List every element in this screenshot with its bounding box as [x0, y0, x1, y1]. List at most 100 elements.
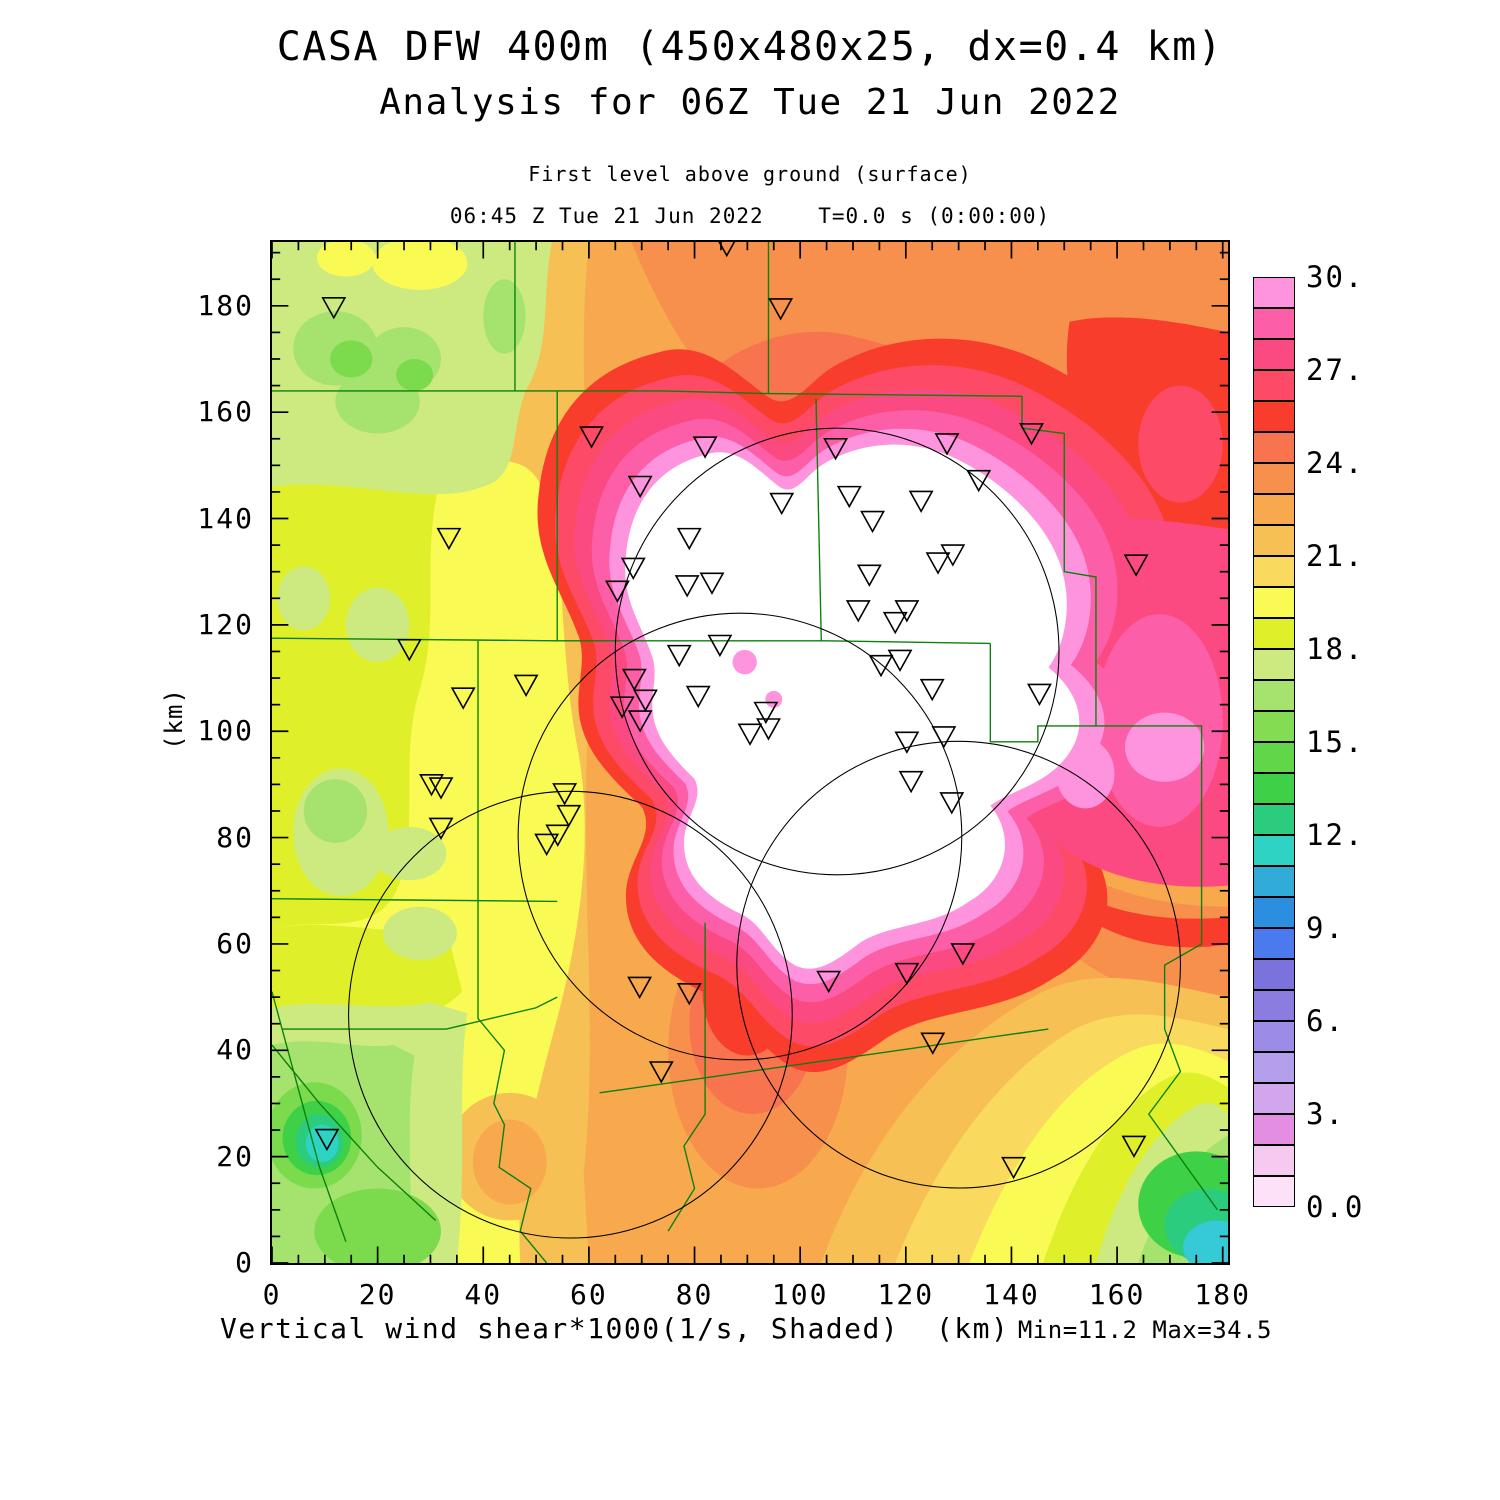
figure-subtitle: Analysis for 06Z Tue 21 Jun 2022 [379, 82, 1121, 123]
contour-bands [272, 242, 1228, 1263]
radar-range-circle [348, 790, 793, 1239]
colorbar-tick-label: 0.0 [1306, 1190, 1365, 1224]
y-tick-label: 0 [235, 1246, 254, 1279]
station-marker-icon [604, 580, 630, 603]
x-tick-label: 60 [570, 1278, 608, 1311]
y-tick-label: 60 [216, 926, 254, 960]
colorbar-segment [1253, 463, 1295, 494]
colorbar-segment [1253, 1021, 1295, 1052]
county-line [282, 996, 558, 1030]
station-marker-icon [1123, 554, 1149, 577]
colorbar-segment [1253, 308, 1295, 339]
y-tick-label: 40 [216, 1033, 254, 1067]
station-marker-icon [707, 634, 733, 658]
county-line [599, 1028, 1049, 1094]
station-marker-icon [920, 1032, 946, 1055]
county-line [667, 922, 706, 1232]
station-marker-icon [692, 436, 718, 459]
radar-range-circle [517, 612, 963, 1061]
station-marker-icon [513, 674, 539, 697]
station-marker-icon [769, 492, 795, 516]
station-marker-icon [718, 242, 736, 258]
colorbar-tick-label: 18. [1306, 632, 1365, 666]
station-marker-icon [887, 649, 913, 672]
colorbar-tick-label: 12. [1306, 818, 1365, 852]
station-marker-icon [396, 638, 422, 662]
colorbar-segment [1253, 835, 1295, 866]
x-tick-label: 100 [771, 1278, 829, 1311]
station-marker-icon [632, 689, 658, 712]
station-marker-icon [674, 575, 700, 598]
time-label: 06:45 Z Tue 21 Jun 2022 T=0.0 s (0:00:00… [449, 204, 1051, 228]
colorbar-segment [1253, 711, 1295, 742]
station-marker-icon [627, 710, 653, 733]
station-marker-icon [898, 770, 924, 794]
figure-title: CASA DFW 400m (450x480x25, dx=0.4 km) [276, 24, 1224, 70]
station-marker-icon [1019, 423, 1044, 446]
station-marker-icon [609, 696, 635, 719]
station-marker-icon [419, 774, 444, 797]
station-marker-icon [1026, 683, 1052, 707]
station-marker-icon [756, 718, 781, 741]
colorbar-segment [1253, 1176, 1295, 1207]
station-marker-icon [925, 552, 951, 575]
station-marker-icon [816, 970, 842, 994]
county-line [1021, 396, 1097, 726]
colorbar-segment [1253, 525, 1295, 556]
station-marker-icon [627, 475, 653, 499]
colorbar-segment [1253, 339, 1295, 370]
colorbar-segment [1253, 1114, 1295, 1145]
station-marker-icon [950, 943, 976, 966]
colorbar-segment [1253, 897, 1295, 928]
station-marker-icon [314, 1128, 340, 1152]
station-marker-icon [666, 644, 692, 668]
station-marker-icon [1121, 1135, 1147, 1159]
y-tick-label: 20 [216, 1139, 254, 1173]
field-caption: Vertical wind shear*1000(1/s, Shaded) (k… [220, 1312, 1010, 1345]
station-marker-icon [620, 557, 646, 580]
colorbar-segment [1253, 1052, 1295, 1083]
station-marker-icon [934, 433, 960, 456]
level-label: First level above ground (surface) [528, 162, 972, 186]
x-tick-label: 40 [464, 1278, 503, 1311]
station-marker-icon [894, 731, 920, 754]
axis-ticks [272, 242, 1228, 1263]
station-marker-icon [699, 572, 725, 595]
x-tick-label: 0 [262, 1278, 282, 1311]
station-marker-icon [919, 678, 945, 702]
contour-field-svg [272, 242, 1228, 1263]
station-marker-icon [823, 437, 849, 461]
colorbar [1253, 277, 1295, 1207]
station-marker-icon [428, 777, 454, 800]
county-line [989, 643, 1218, 1211]
x-tick-label: 20 [358, 1278, 397, 1311]
station-marker-icon [931, 726, 957, 749]
colorbar-tick-label: 3. [1306, 1097, 1345, 1131]
station-marker-icon [450, 687, 476, 710]
colorbar-segment [1253, 277, 1295, 308]
colorbar-segment [1253, 866, 1295, 897]
colorbar-segment [1253, 401, 1295, 432]
colorbar-tick-label: 9. [1306, 911, 1345, 945]
station-marker-icon [534, 833, 560, 856]
y-tick-label: 120 [197, 607, 254, 641]
station-marker-icon [894, 600, 920, 623]
station-marker-icon [908, 490, 934, 513]
station-marker-icon [966, 469, 992, 493]
station-marker-icon [1001, 1156, 1027, 1180]
y-tick-label: 100 [197, 714, 254, 748]
colorbar-tick-label: 6. [1306, 1004, 1345, 1038]
station-marker-icon [621, 668, 647, 692]
station-marker-icon [627, 976, 653, 1000]
colorbar-segment [1253, 680, 1295, 711]
colorbar-segment [1253, 432, 1295, 463]
colorbar-segment [1253, 742, 1295, 773]
colorbar-segment [1253, 990, 1295, 1021]
station-marker-icon [753, 701, 779, 725]
station-marker-icon [579, 426, 604, 449]
county-line [477, 640, 548, 1263]
x-tick-label: 160 [1088, 1278, 1146, 1311]
y-tick-label: 140 [197, 501, 254, 535]
x-tick-label: 180 [1194, 1278, 1251, 1311]
